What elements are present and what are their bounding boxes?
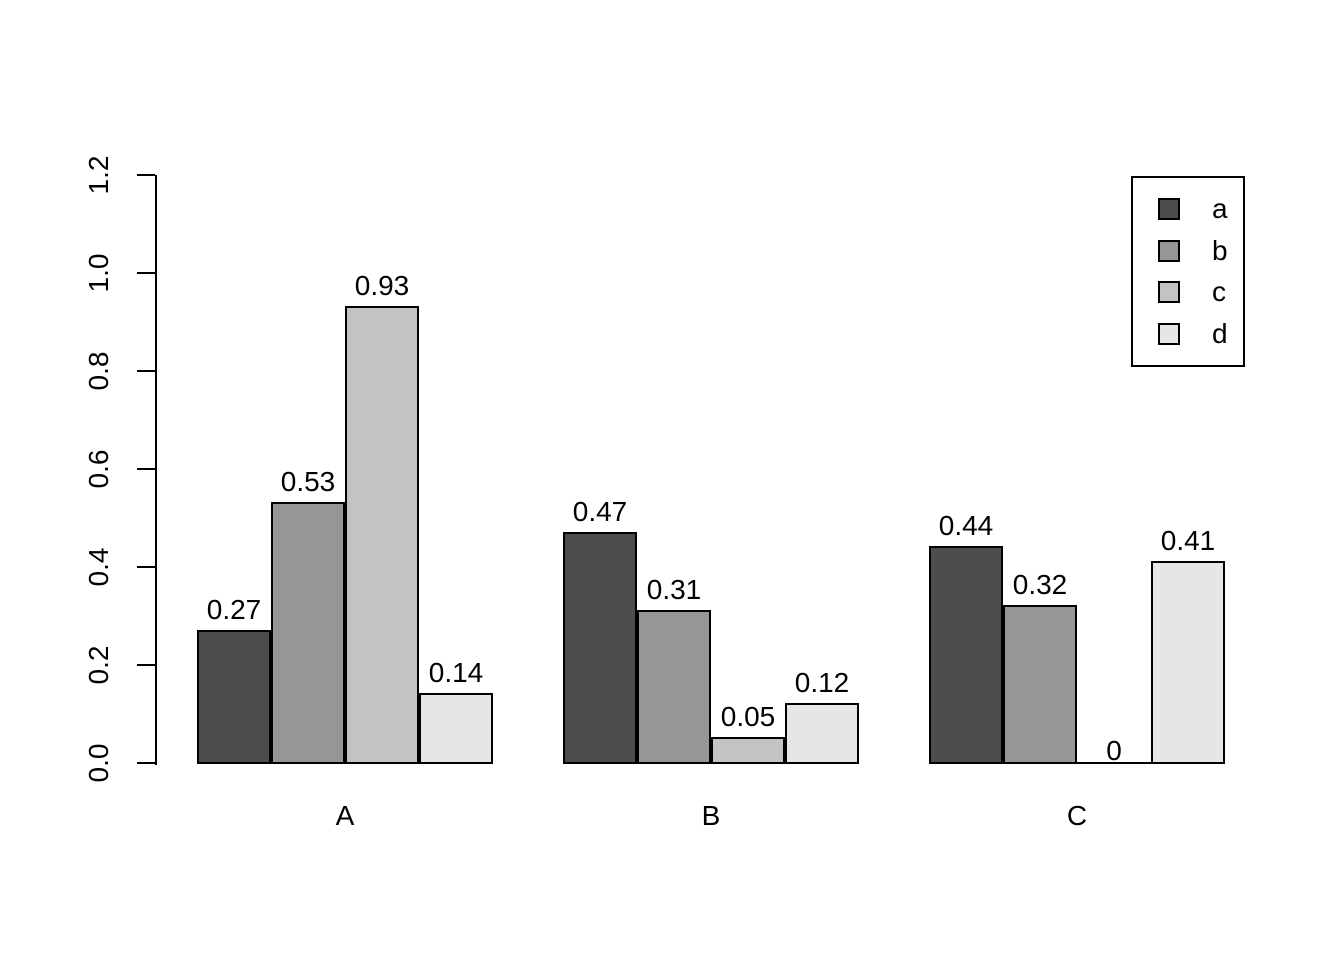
bar-value-label: 0.05 xyxy=(720,701,776,732)
legend-label: c xyxy=(1212,276,1226,308)
bar-C-b xyxy=(1003,605,1077,764)
bar-A-a xyxy=(197,630,271,764)
legend-item-a: a xyxy=(1158,195,1243,223)
legend-label: a xyxy=(1212,193,1228,224)
y-tick xyxy=(137,762,155,764)
y-tick xyxy=(137,468,155,470)
group-label-B: B xyxy=(701,800,721,831)
y-tick xyxy=(137,174,155,176)
y-axis-line xyxy=(155,175,157,765)
legend-item-b: b xyxy=(1158,234,1243,266)
legend-label: b xyxy=(1212,234,1228,266)
legend-swatch-d xyxy=(1158,322,1180,345)
bar-value-label: 0.31 xyxy=(646,574,702,605)
bar-value-label: 0 xyxy=(1106,735,1122,766)
bar-value-label: 0.93 xyxy=(354,270,410,301)
bar-C-c xyxy=(1077,762,1151,764)
bar-A-d xyxy=(419,693,493,764)
legend-item-c: c xyxy=(1158,278,1243,306)
y-tick xyxy=(137,272,155,274)
legend-item-d: d xyxy=(1158,317,1243,349)
bar-A-c xyxy=(345,306,419,764)
bar-C-a xyxy=(929,546,1003,764)
legend-swatch-b xyxy=(1158,239,1180,262)
bar-C-d xyxy=(1151,561,1225,764)
bar-value-label: 0.12 xyxy=(794,667,850,698)
group-label-C: C xyxy=(1066,800,1088,831)
legend-swatch-a xyxy=(1158,198,1180,220)
bar-B-c xyxy=(711,737,785,764)
bar-value-label: 0.41 xyxy=(1160,525,1216,556)
y-tick xyxy=(137,566,155,568)
bar-B-b xyxy=(637,610,711,764)
group-label-A: A xyxy=(335,800,355,831)
bar-value-label: 0.47 xyxy=(572,496,628,527)
bar-B-a xyxy=(563,532,637,764)
bar-value-label: 0.32 xyxy=(1012,569,1068,600)
bar-value-label: 0.27 xyxy=(206,594,262,625)
y-tick xyxy=(137,664,155,666)
y-tick xyxy=(137,370,155,372)
bar-value-label: 0.44 xyxy=(938,510,994,541)
bar-A-b xyxy=(271,502,345,764)
bar-value-label: 0.14 xyxy=(428,657,484,688)
bar-B-d xyxy=(785,703,859,764)
bar-value-label: 0.53 xyxy=(280,466,336,497)
legend-label: d xyxy=(1212,317,1228,349)
legend-swatch-c xyxy=(1158,281,1180,304)
